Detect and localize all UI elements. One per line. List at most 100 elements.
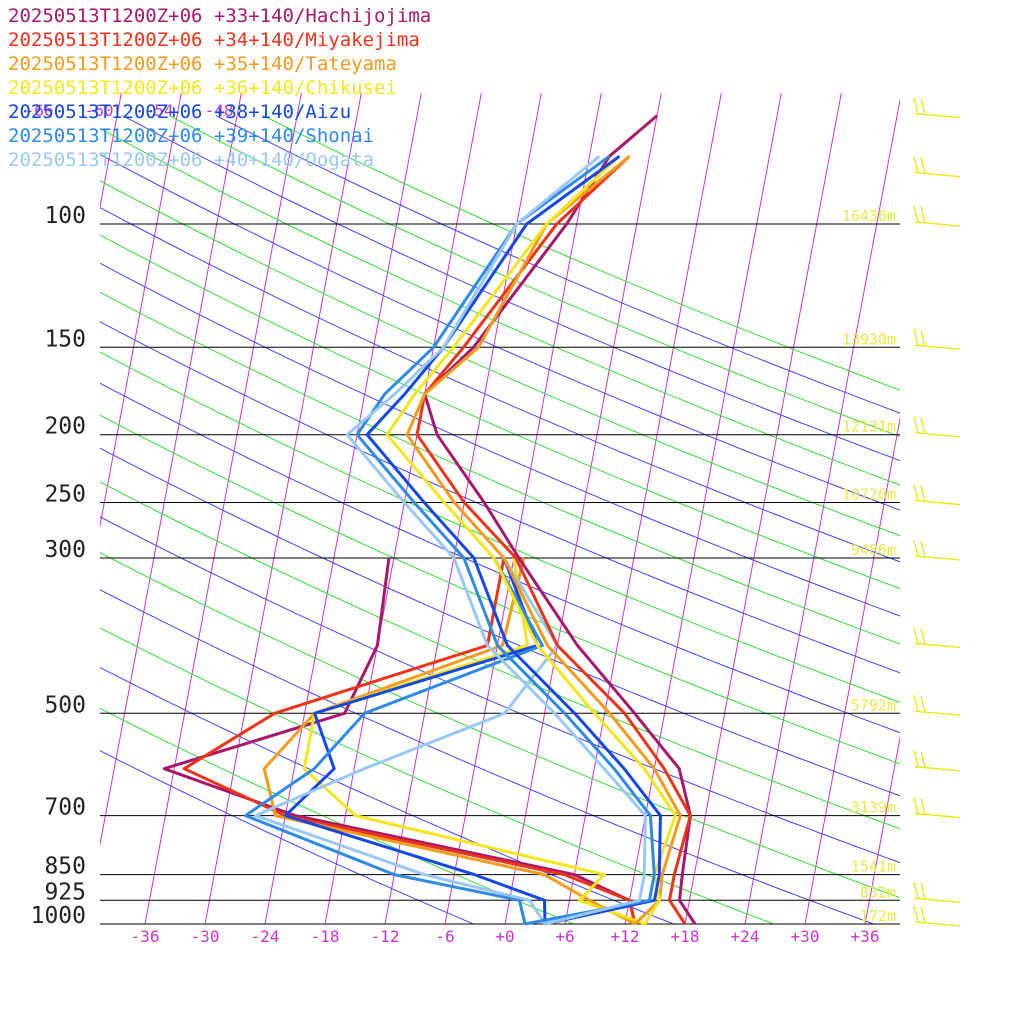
isotherm-top-label: -60 xyxy=(85,101,114,120)
height-label: 3139m xyxy=(851,799,896,817)
wind-barb xyxy=(914,921,961,927)
x-tick-label: +24 xyxy=(731,927,760,946)
theta-e-line xyxy=(100,750,474,924)
wind-barb xyxy=(914,812,961,819)
wind-barb xyxy=(920,696,926,713)
legend-entry: 20250513T1200Z+06 +33+140/Hachijojima xyxy=(8,5,432,27)
wind-barb xyxy=(914,766,961,772)
isotherm-line xyxy=(864,735,900,924)
pressure-label: 100 xyxy=(44,203,86,229)
pressure-label: 300 xyxy=(44,537,86,563)
isotherm-line xyxy=(100,92,182,529)
wind-barb xyxy=(913,416,919,433)
isotherm-line xyxy=(504,92,662,924)
legend-entry: 20250513T1200Z+06 +35+140/Tateyama xyxy=(8,53,397,75)
theta-e-line xyxy=(100,589,874,924)
x-tick-label: -36 xyxy=(131,927,160,946)
pressure-label: 925 xyxy=(44,879,86,905)
legend-entry: 20250513T1200Z+06 +40+140/Oogata xyxy=(8,149,375,171)
x-tick-label: -24 xyxy=(251,927,280,946)
wind-barb xyxy=(920,157,926,174)
temperature-line-6 xyxy=(345,155,647,926)
wind-barb xyxy=(913,882,919,899)
wind-barb xyxy=(920,906,926,924)
wind-barb xyxy=(913,539,919,557)
dewpoint-line-3 xyxy=(302,557,646,926)
wind-barb xyxy=(914,710,961,716)
height-label: 12131m xyxy=(842,418,896,436)
isotherm-line xyxy=(564,92,722,924)
isotherm-top-label: -48 xyxy=(205,101,234,120)
legend-entry: 20250513T1200Z+06 +38+140/Aizu xyxy=(8,101,352,123)
pressure-label: 1000 xyxy=(31,903,86,929)
theta-e-line xyxy=(100,516,900,864)
height-label: 9486m xyxy=(851,541,896,559)
temperature-line-4 xyxy=(365,154,662,926)
wind-barb xyxy=(920,751,926,768)
isotherm-line xyxy=(324,92,482,924)
isotherm-line xyxy=(985,93,1024,924)
wind-barb xyxy=(920,417,926,434)
dewpoint-line-5 xyxy=(243,557,544,925)
theta-e-line xyxy=(100,206,900,563)
height-label: 16436m xyxy=(842,207,896,225)
theta-line xyxy=(100,351,900,703)
isotherm-line xyxy=(204,92,362,924)
height-label: 1541m xyxy=(851,858,896,876)
height-label: 832m xyxy=(860,883,896,901)
temperature-line-2 xyxy=(405,155,682,926)
legend-entry: 20250513T1200Z+06 +36+140/Chikusei xyxy=(8,77,397,99)
background-grid xyxy=(0,92,1024,924)
isotherm-line xyxy=(0,93,1,924)
theta-e-line xyxy=(100,321,900,674)
isotherm-top-label: -66 xyxy=(25,101,54,120)
isotherm-line xyxy=(925,93,1024,924)
theta-line xyxy=(262,115,900,391)
x-tick-label: -30 xyxy=(191,927,220,946)
x-tick-label: +12 xyxy=(611,927,640,946)
wind-barb xyxy=(920,98,926,115)
wind-barb xyxy=(913,97,919,114)
x-tick-label: -18 xyxy=(311,927,340,946)
wind-barb xyxy=(920,485,926,502)
pressure-label: 850 xyxy=(44,854,86,880)
height-label: 10726m xyxy=(842,486,896,504)
isotherm-line xyxy=(684,92,842,924)
height-label: 5792m xyxy=(851,696,896,714)
x-tick-label: -12 xyxy=(371,927,400,946)
isotherm-line xyxy=(384,92,542,924)
theta-line xyxy=(100,234,900,590)
temperature-line-0 xyxy=(423,114,697,925)
legend-entry: 20250513T1200Z+06 +39+140/Shonai xyxy=(8,125,375,147)
wind-barb xyxy=(914,344,961,350)
dewpoint-line-1 xyxy=(182,557,637,925)
wind-barb xyxy=(913,905,919,923)
x-tick-label: +6 xyxy=(555,927,574,946)
wind-barb xyxy=(913,205,919,223)
isotherm-line xyxy=(444,92,602,924)
temperature-line-1 xyxy=(415,155,692,925)
temperature-line-3 xyxy=(385,155,677,925)
dewpoint-line-0 xyxy=(162,557,637,925)
theta-line xyxy=(100,127,900,486)
theta-e-line xyxy=(215,115,900,414)
pressure-label: 500 xyxy=(44,692,86,718)
wind-barb xyxy=(913,329,919,346)
pressure-label: 150 xyxy=(44,326,86,352)
isotherm-line xyxy=(264,92,422,924)
wind-barb xyxy=(913,750,919,767)
isotherm-line xyxy=(624,92,782,924)
wind-barb xyxy=(913,797,919,814)
x-tick-label: +36 xyxy=(851,927,880,946)
wind-barb xyxy=(914,432,961,438)
theta-line xyxy=(100,552,900,899)
isotherm-top-label: -54 xyxy=(145,101,174,120)
theta-line xyxy=(100,414,900,765)
x-tick-label: +18 xyxy=(671,927,700,946)
pressure-label: 200 xyxy=(44,414,86,440)
theta-line xyxy=(100,707,574,924)
x-tick-label: +0 xyxy=(495,927,514,946)
wind-barb xyxy=(920,798,926,815)
dewpoint-line-4 xyxy=(283,557,547,925)
wind-barb xyxy=(914,171,961,178)
